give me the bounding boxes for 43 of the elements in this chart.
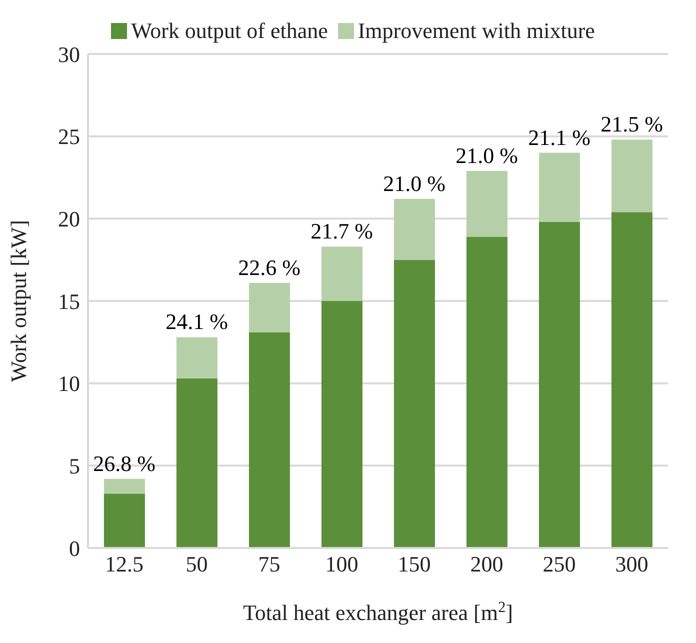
legend-label: Improvement with mixture xyxy=(356,18,595,44)
y-tick-label: 20 xyxy=(58,206,80,232)
bar xyxy=(104,494,145,548)
legend-label: Work output of ethane xyxy=(130,18,328,44)
bar xyxy=(466,170,508,237)
annotation: 21.1 % xyxy=(528,124,590,150)
annotation: 21.0 % xyxy=(383,170,446,196)
bar xyxy=(321,246,362,301)
annotation: 21.5 % xyxy=(600,112,663,137)
x-tick-label: 100 xyxy=(325,552,358,577)
x-tick-label: 75 xyxy=(258,552,280,577)
bar xyxy=(104,478,145,494)
x-tick-label: 200 xyxy=(470,552,504,577)
annotation: 22.6 % xyxy=(238,254,300,280)
x-tick-label: 300 xyxy=(615,552,648,577)
x-axis-title: Total heat exchanger area [m$^{2}$] xyxy=(242,598,514,625)
y-tick-label: 30 xyxy=(58,42,80,67)
x-tick-label: 150 xyxy=(398,552,431,577)
y-tick-label: 15 xyxy=(58,288,80,314)
x-tick-label: 12.5 xyxy=(105,552,144,577)
bar xyxy=(176,337,218,378)
x-tick-label: 50 xyxy=(186,552,208,577)
y-tick-label: 0 xyxy=(69,536,80,561)
y-axis-title: Work output [kW] xyxy=(6,220,31,382)
y-tick-label: 5 xyxy=(69,453,80,478)
annotation: 26.8 % xyxy=(93,450,156,476)
bar xyxy=(394,260,435,548)
bar xyxy=(611,140,652,212)
bar xyxy=(321,301,362,548)
annotation: 24.1 % xyxy=(166,309,228,334)
y-tick-label: 10 xyxy=(58,371,80,396)
annotation: 21.0 % xyxy=(456,142,518,168)
annotation: 21.7 % xyxy=(310,218,373,244)
y-tick-label: 25 xyxy=(58,124,80,150)
bar xyxy=(248,332,290,548)
x-tick-label: 250 xyxy=(542,552,576,577)
bar xyxy=(248,282,290,332)
bar xyxy=(394,198,435,260)
bar xyxy=(611,212,652,548)
bar xyxy=(466,236,508,548)
bar xyxy=(176,378,218,548)
bar xyxy=(538,152,580,222)
bar xyxy=(538,222,580,548)
